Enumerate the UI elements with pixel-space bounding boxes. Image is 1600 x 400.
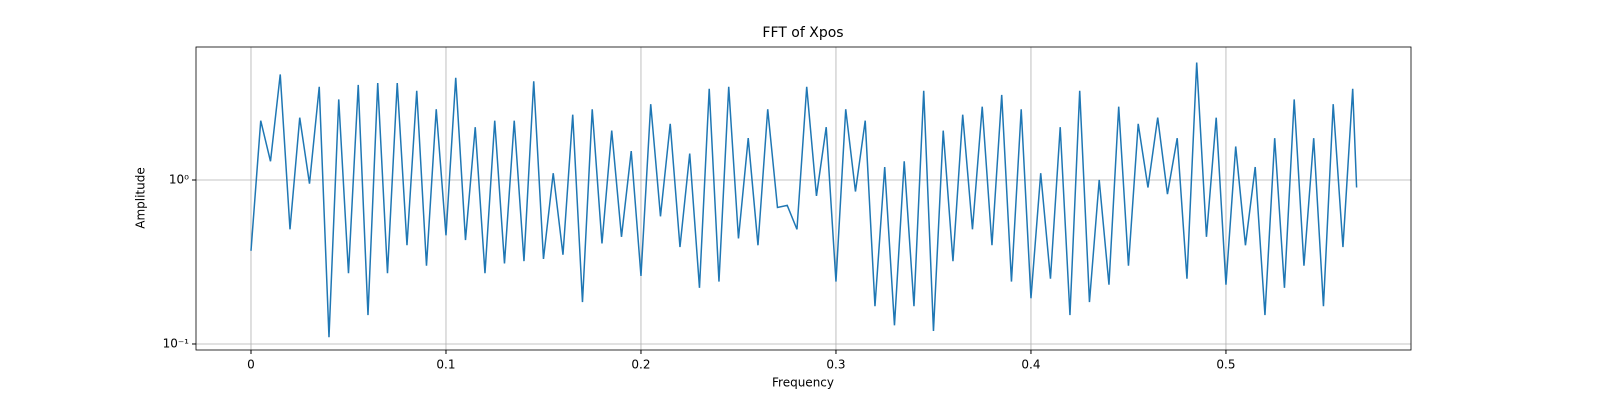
plot-frame — [195, 46, 1412, 351]
y-tick-label: 10⁰ — [169, 172, 189, 186]
chart-title: FFT of Xpos — [762, 25, 843, 41]
data-line — [250, 62, 1358, 338]
x-tick-label: 0.5 — [1216, 358, 1235, 372]
x-tick-label: 0.3 — [826, 358, 845, 372]
x-tick-label: 0.4 — [1021, 358, 1040, 372]
x-tick-label: 0.2 — [631, 358, 650, 372]
x-tick-label: 0.1 — [436, 358, 455, 372]
y-axis-label: Amplitude — [134, 167, 148, 229]
x-axis-label: Frequency — [772, 376, 834, 390]
y-tick-label: 10⁻¹ — [163, 336, 190, 350]
x-tick-label: 0 — [247, 358, 255, 372]
